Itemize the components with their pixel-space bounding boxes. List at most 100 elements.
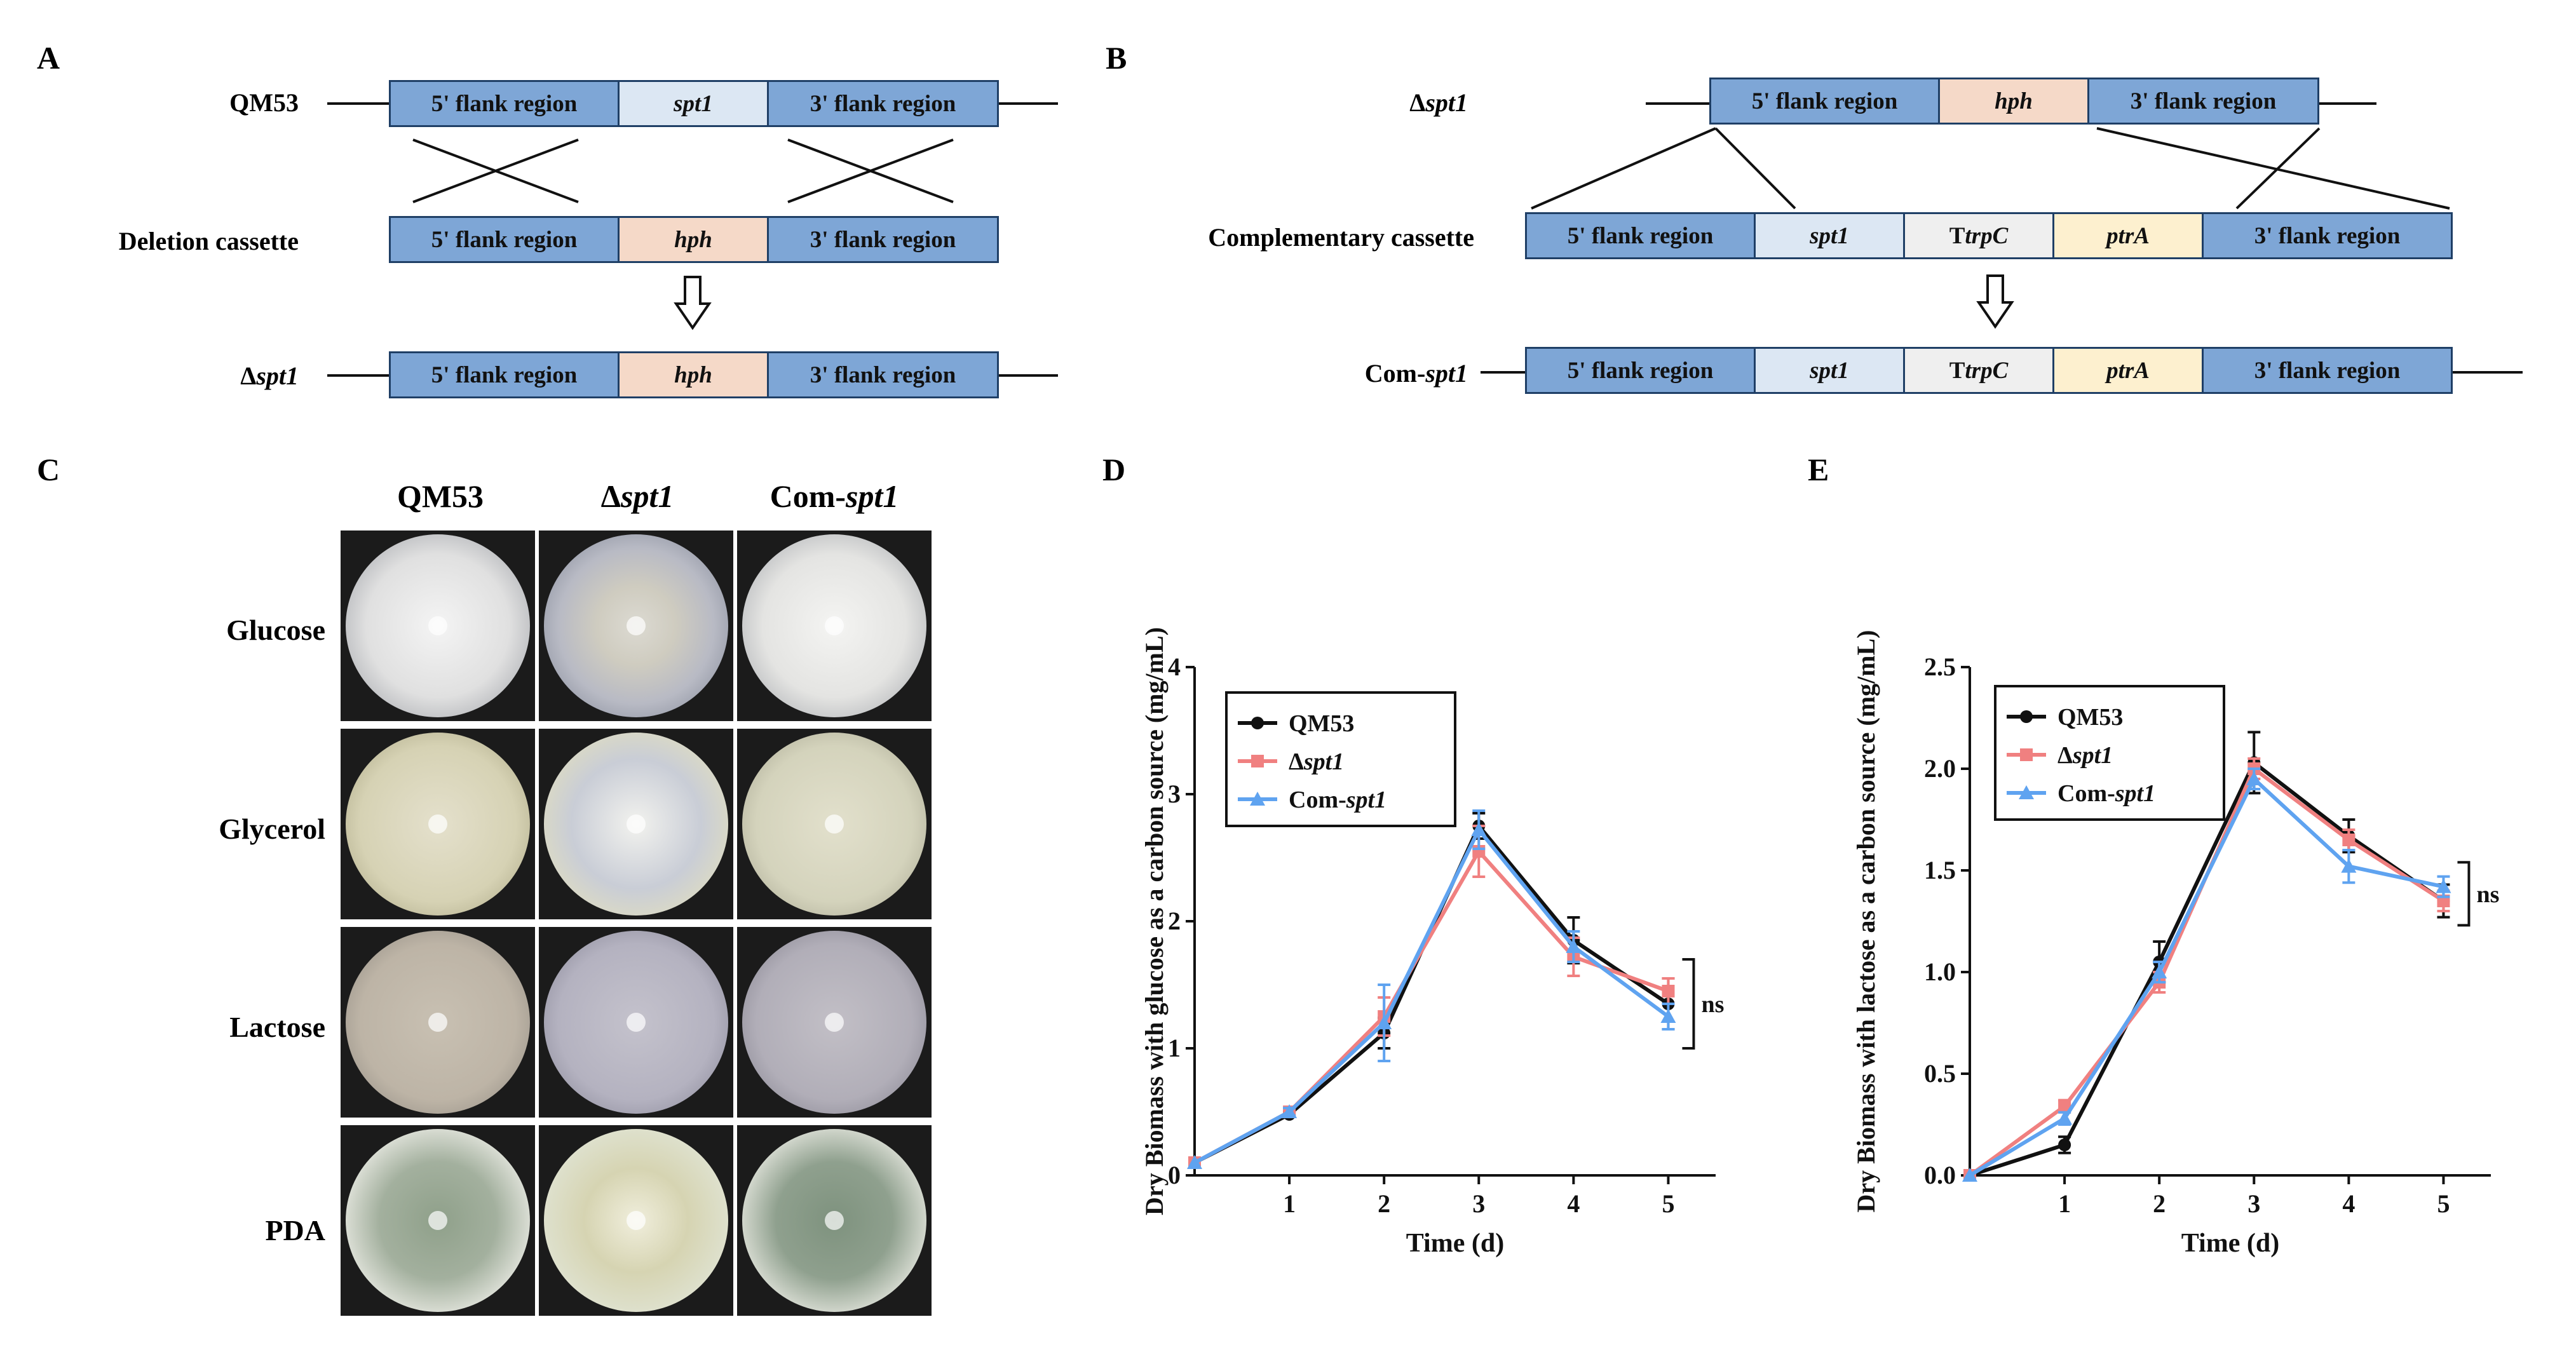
x-tick-label: 2: [1378, 1189, 1390, 1218]
y-axis-label: Dry Biomass with lactose as a carbon sou…: [1852, 630, 1880, 1213]
x-tick-label: 3: [2247, 1189, 2260, 1218]
segment-3-flank: 3' flank region: [2204, 349, 2451, 392]
legend-label: Com-spt1: [1289, 787, 1386, 813]
strain-label-dspt1: Δspt1: [240, 362, 299, 390]
plate-glucose-dspt1: [539, 531, 733, 721]
legend-label: QM53: [1289, 710, 1354, 737]
plate-lactose-com-spt1: [737, 927, 932, 1118]
plate-lactose-dspt1: [539, 927, 733, 1118]
segment-3-flank: 3' flank region: [2204, 214, 2451, 257]
segment-spt1: spt1: [1756, 349, 1905, 392]
data-point: [2057, 1111, 2073, 1125]
plate-col-header-qm53: QM53: [397, 478, 484, 514]
strain-label-com-spt1: Com-spt1: [1364, 359, 1468, 388]
series-2: [1187, 809, 1676, 1169]
y-tick-label: 2.0: [1924, 754, 1956, 783]
series-1: [1963, 757, 2450, 1182]
segment-spt1: spt1: [1756, 214, 1905, 257]
series-1: [1188, 825, 1675, 1169]
plate-lactose-qm53: [341, 927, 535, 1118]
data-point: [2058, 1139, 2071, 1151]
chart-glucose: 0 1 2 3 4 1 2 3 4 5 Time (d) Dry Biomass with gluco…: [1140, 627, 1724, 1258]
data-point: [1662, 985, 1675, 997]
down-arrow-icon: [674, 276, 712, 330]
construct-dspt1: 5' flank region hph 3' flank region: [1709, 78, 2319, 125]
down-arrow-icon: [1976, 274, 2014, 329]
plate-pda-com-spt1: [737, 1125, 932, 1316]
series-line: [1193, 826, 1670, 1165]
data-point: [2342, 834, 2356, 846]
y-tick-label: 3: [1168, 780, 1181, 808]
y-tick-label: 4: [1168, 652, 1181, 681]
data-point: [2020, 748, 2033, 761]
x-tick-label: 1: [2058, 1189, 2071, 1218]
x-tick-label: 4: [2342, 1189, 2355, 1218]
plate-glycerol-qm53: [341, 729, 535, 919]
series-2: [1962, 767, 2451, 1182]
plate-row-label-glycerol: Glycerol: [219, 813, 325, 845]
data-point: [2152, 964, 2167, 978]
data-point: [2058, 1100, 2071, 1113]
segment-3-flank: 3' flank region: [2089, 79, 2317, 123]
segment-ptra: ptrA: [2054, 349, 2204, 392]
plate-glycerol-dspt1: [539, 729, 733, 919]
legend-label: Δspt1: [1289, 748, 1344, 775]
data-point: [1250, 792, 1265, 806]
plate-row-label-lactose: Lactose: [229, 1011, 325, 1043]
construct-deletion-cassette: 5' flank region hph 3' flank region: [389, 216, 999, 263]
y-tick-label: 0.0: [1924, 1161, 1956, 1189]
data-point: [1660, 1009, 1676, 1023]
plate-col-header-com-spt1: Com-spt1: [769, 478, 899, 514]
crossover-lines-a: [412, 139, 954, 203]
data-point: [2341, 858, 2357, 873]
x-tick-label: 5: [1662, 1189, 1674, 1218]
segment-5-flank: 5' flank region: [391, 353, 620, 396]
data-point: [1187, 1155, 1202, 1169]
x-tick-label: 5: [2437, 1189, 2450, 1218]
chart-lactose: 0.0 0.5 1.0 1.5 2.0 2.5 1 2 3 4 5 Time (d) Dry Bioma…: [1852, 630, 2499, 1258]
plate-glycerol-com-spt1: [737, 729, 932, 919]
segment-3-flank: 3' flank region: [769, 218, 997, 261]
construct-qm53: 5' flank region spt1 3' flank region: [389, 80, 999, 127]
series-0: [1188, 812, 1675, 1169]
segment-3-flank: 3' flank region: [769, 82, 997, 125]
construct-dspt1: 5' flank region hph 3' flank region: [389, 351, 999, 398]
data-point: [2019, 785, 2034, 799]
y-tick-label: 0.5: [1924, 1059, 1956, 1088]
strain-label-qm53: QM53: [229, 88, 299, 117]
x-tick-label: 3: [1472, 1189, 1485, 1218]
y-tick-label: 2.5: [1924, 652, 1956, 681]
data-point: [1962, 1168, 1977, 1182]
x-tick-label: 4: [1567, 1189, 1580, 1218]
segment-5-flank: 5' flank region: [391, 218, 620, 261]
data-point: [2246, 771, 2262, 785]
strain-label-complementary-cassette: Complementary cassette: [1208, 223, 1474, 252]
strain-label-dspt1: Δspt1: [1409, 88, 1468, 117]
ns-bracket: [2457, 861, 2471, 927]
series-line: [1969, 766, 2445, 1177]
panel-letter-a: A: [37, 40, 60, 76]
plate-pda-dspt1: [539, 1125, 733, 1316]
panel-letter-d: D: [1102, 452, 1126, 487]
segment-5-flank: 5' flank region: [1527, 349, 1756, 392]
panel-letter-c: C: [37, 452, 60, 487]
y-tick-label: 0: [1168, 1161, 1181, 1189]
panel-letter-e: E: [1808, 452, 1829, 487]
segment-hph: hph: [1940, 79, 2089, 123]
plate-row-label-glucose: Glucose: [226, 614, 325, 646]
segment-hph: hph: [620, 353, 769, 396]
y-tick-label: 1: [1168, 1034, 1181, 1062]
strain-label-deletion-cassette: Deletion cassette: [118, 227, 299, 255]
data-point: [1251, 755, 1264, 767]
series-line: [1969, 776, 2444, 1177]
data-point: [1471, 822, 1487, 836]
data-point: [2020, 710, 2033, 723]
data-point: [2436, 879, 2451, 893]
y-tick-label: 1.0: [1924, 957, 1956, 986]
segment-ptra: ptrA: [2054, 214, 2204, 257]
series-line: [1193, 848, 1669, 1165]
legend-label: Δspt1: [2057, 742, 2113, 769]
y-axis-label: Dry Biomass with glucose as a carbon sou…: [1140, 627, 1169, 1215]
